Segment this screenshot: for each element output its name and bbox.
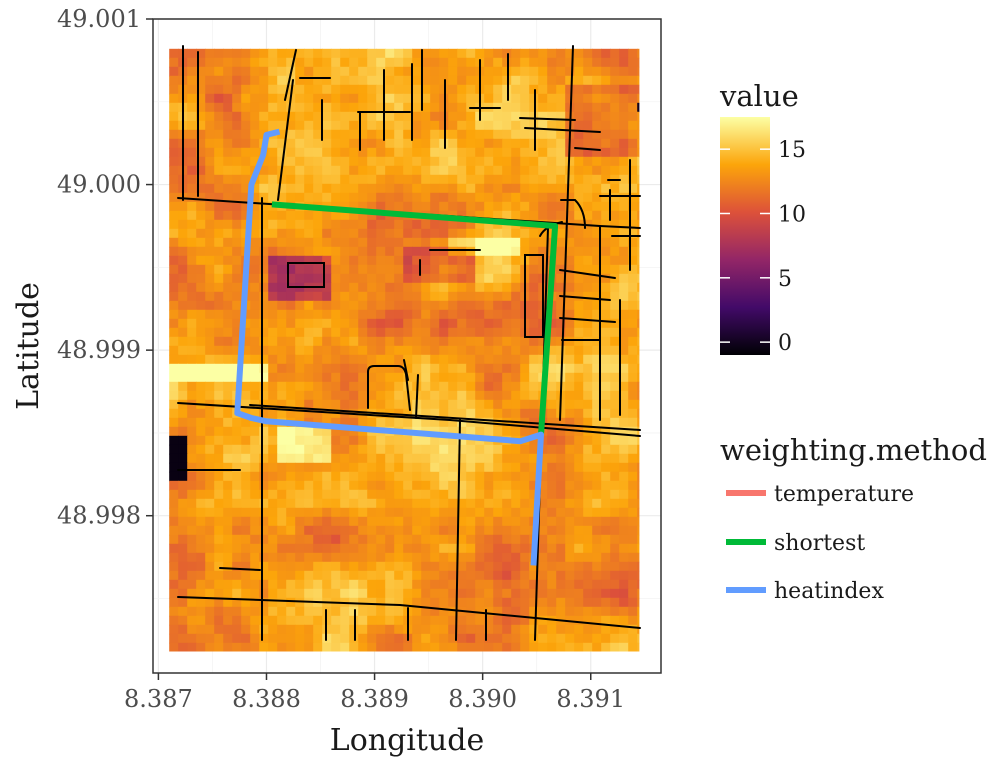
- value-legend: value 0 5 10 15: [719, 79, 806, 356]
- value-legend-title: value: [719, 79, 799, 113]
- y-tick-label: 49.000: [57, 171, 141, 199]
- colorbar-label: 0: [778, 331, 792, 356]
- y-tick-label: 48.998: [57, 502, 141, 530]
- colorbar: [720, 117, 770, 355]
- y-axis: 48.998 48.999 49.000 49.001: [57, 5, 153, 530]
- x-axis-title: Longitude: [330, 723, 484, 758]
- x-tick-label: 8.390: [448, 685, 517, 713]
- route-heatindex: [234, 128, 544, 566]
- x-tick-label: 8.388: [232, 685, 301, 713]
- legend-label-shortest: shortest: [774, 531, 865, 556]
- colorbar-ticks: 0 5 10 15: [720, 138, 806, 356]
- y-axis-title: Latitude: [11, 282, 46, 410]
- method-legend: weighting.method temperature shortest he…: [720, 433, 987, 604]
- legend-label-temperature: temperature: [774, 482, 914, 507]
- colorbar-label: 15: [778, 138, 806, 163]
- y-tick-label: 48.999: [57, 336, 141, 364]
- method-legend-title: weighting.method: [720, 433, 987, 467]
- legend-label-heatindex: heatindex: [774, 579, 884, 604]
- colorbar-label: 5: [778, 267, 792, 292]
- x-tick-label: 8.389: [340, 685, 409, 713]
- panel-border: [152, 18, 662, 674]
- x-tick-label: 8.391: [556, 685, 625, 713]
- colorbar-label: 10: [778, 202, 806, 227]
- x-axis: 8.387 8.388 8.389 8.390 8.391: [124, 673, 625, 713]
- x-tick-label: 8.387: [124, 685, 193, 713]
- y-tick-label: 49.001: [57, 5, 141, 33]
- route-shortest: [271, 201, 559, 435]
- route-layer: [234, 128, 559, 566]
